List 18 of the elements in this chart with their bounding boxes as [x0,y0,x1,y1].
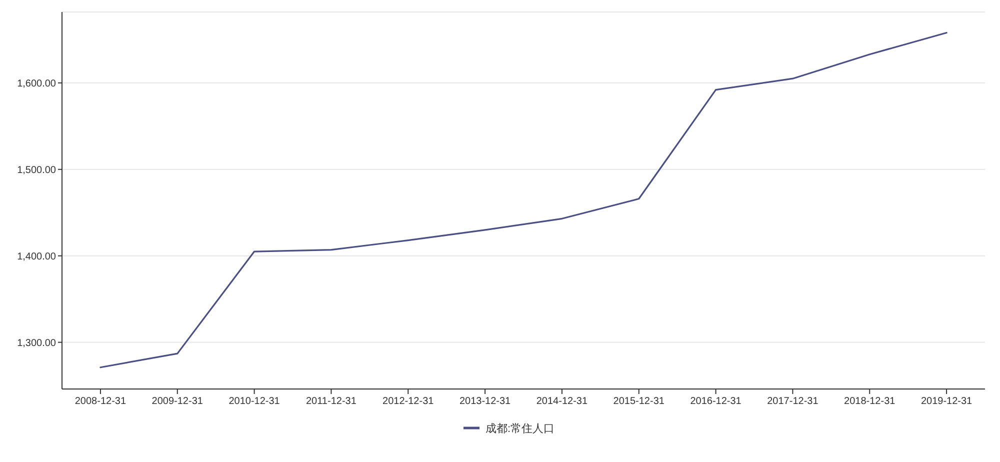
x-tick-label: 2008-12-31 [74,396,126,407]
x-tick-label: 2010-12-31 [228,396,280,407]
x-tick-label: 2015-12-31 [613,396,665,407]
x-tick-label: 2011-12-31 [306,396,357,407]
x-tick-label: 2019-12-31 [920,396,973,407]
y-tick-label: 1,500.00 [17,164,56,176]
y-tick-label: 1,300.00 [17,338,56,349]
x-tick-label: 2017-12-31 [767,396,819,407]
y-tick-label: 1,400.00 [17,251,56,262]
x-tick-label: 2014-12-31 [536,396,588,407]
legend-label: 成都:常住人口 [486,422,555,435]
x-tick-label: 2009-12-31 [152,396,204,407]
x-tick-label: 2013-12-31 [459,396,512,407]
line-series [100,32,948,368]
x-tick-label: 2018-12-31 [844,396,896,407]
x-tick-label: 2016-12-31 [690,396,742,407]
y-tick-label: 1,600.00 [17,78,56,90]
x-tick-label: 2012-12-31 [382,396,434,407]
